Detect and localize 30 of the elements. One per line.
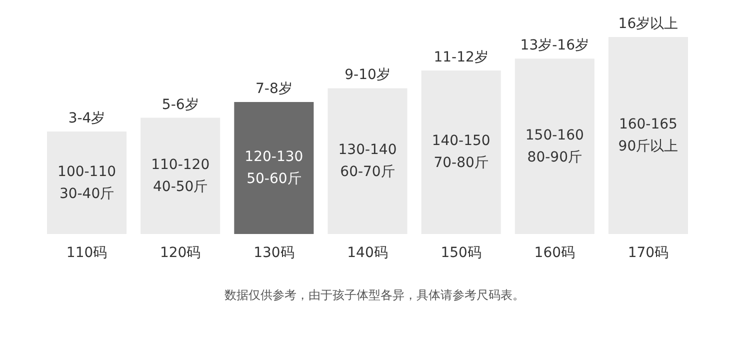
annotation: 3-4岁 bbox=[68, 110, 106, 127]
bar bbox=[234, 102, 314, 234]
annotation: 13岁-16岁 bbox=[520, 38, 589, 54]
annotation: 160-165 bbox=[618, 116, 678, 132]
annotation: 90斤以上 bbox=[618, 138, 678, 154]
annotation: 150-160 bbox=[525, 127, 584, 144]
text: 数据仅供参考，由于孩子体型各异，具体请参考尺码表。 bbox=[224, 288, 524, 302]
x-tick-label: 120码 bbox=[160, 245, 201, 261]
annotation: 9-10岁 bbox=[344, 67, 390, 84]
annotation: 120-130 bbox=[244, 149, 304, 166]
annotation: 40-50斤 bbox=[153, 178, 208, 195]
annotation: 50-60斤 bbox=[246, 171, 302, 188]
annotation: 100-110 bbox=[58, 164, 116, 180]
x-tick-label: 140码 bbox=[347, 245, 388, 261]
x-tick-label: 130码 bbox=[254, 245, 294, 261]
annotation: 5-6岁 bbox=[162, 96, 199, 113]
x-tick-label: 110码 bbox=[66, 245, 108, 261]
annotation: 7-8岁 bbox=[255, 81, 292, 98]
annotation: 130-140 bbox=[338, 142, 397, 158]
x-tick-label: 170码 bbox=[628, 245, 669, 261]
annotation: 70-80斤 bbox=[434, 155, 488, 172]
x-tick-label: 150码 bbox=[440, 245, 482, 261]
annotation: 80-90斤 bbox=[527, 149, 582, 166]
annotation: 110-120 bbox=[151, 156, 210, 173]
annotation: 11-12岁 bbox=[434, 49, 488, 66]
annotation: 16岁以上 bbox=[618, 16, 678, 32]
annotation: 30-40斤 bbox=[59, 186, 114, 202]
annotation: 140-150 bbox=[432, 133, 490, 150]
x-tick-label: 160码 bbox=[534, 245, 576, 261]
annotation: 60-70斤 bbox=[340, 164, 395, 180]
